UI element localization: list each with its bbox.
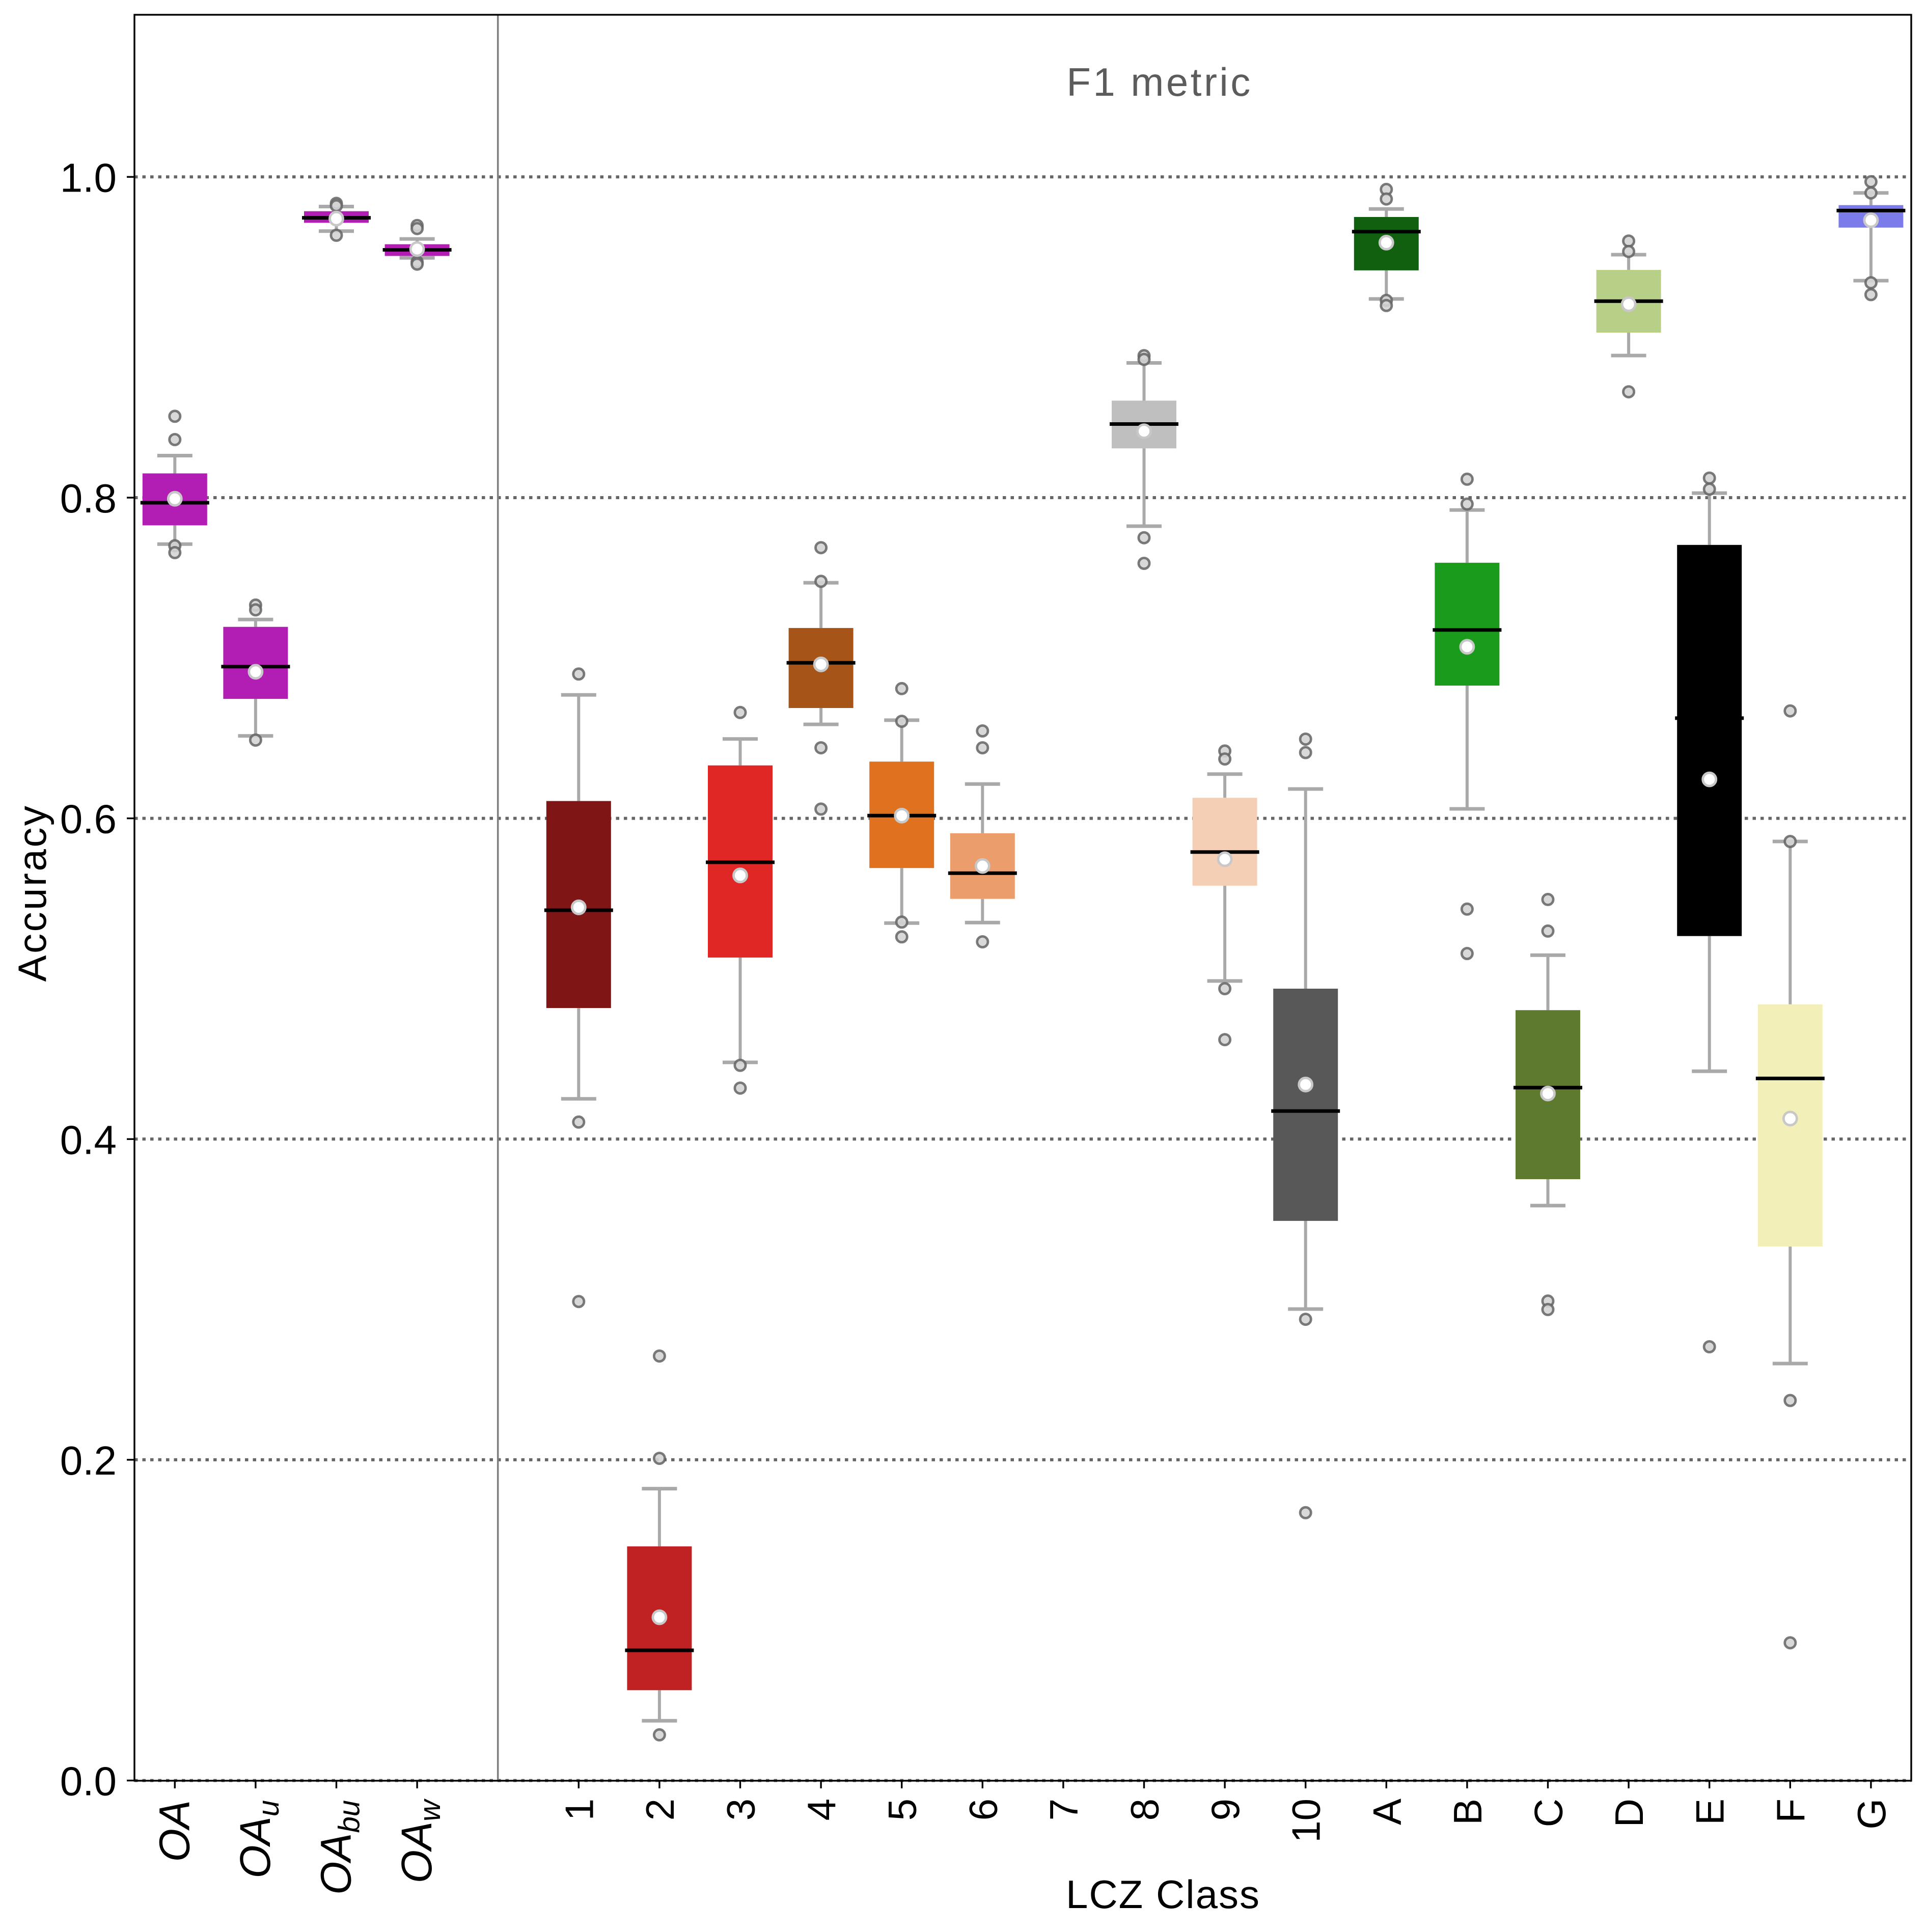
svg-text:10: 10 [1284,1799,1329,1843]
svg-text:7: 7 [1041,1799,1086,1820]
svg-text:A: A [1364,1799,1409,1825]
svg-text:0.8: 0.8 [60,476,117,521]
svg-text:1: 1 [557,1799,601,1820]
svg-text:C: C [1526,1799,1571,1827]
svg-text:0.2: 0.2 [60,1438,117,1483]
svg-text:4: 4 [799,1799,844,1820]
svg-text:0.6: 0.6 [60,797,117,842]
svg-text:OAw: OAw [393,1799,447,1883]
svg-text:9: 9 [1203,1799,1248,1820]
svg-text:6: 6 [960,1799,1005,1820]
svg-text:1.0: 1.0 [60,155,117,200]
svg-text:5: 5 [880,1799,925,1820]
svg-text:G: G [1849,1799,1894,1830]
svg-text:0.4: 0.4 [60,1117,117,1162]
svg-text:F1 metric: F1 metric [1066,60,1253,104]
svg-text:8: 8 [1122,1799,1167,1820]
svg-text:OA: OA [150,1800,198,1862]
svg-text:OAbu: OAbu [312,1800,366,1895]
svg-text:2: 2 [638,1799,682,1820]
svg-text:LCZ Class: LCZ Class [1066,1872,1260,1917]
svg-text:3: 3 [719,1799,763,1820]
svg-text:D: D [1607,1799,1652,1827]
svg-text:Accuracy: Accuracy [10,804,54,982]
svg-text:B: B [1445,1799,1490,1825]
svg-text:0.0: 0.0 [60,1759,117,1804]
svg-text:F: F [1768,1799,1813,1823]
svg-text:E: E [1688,1799,1732,1825]
